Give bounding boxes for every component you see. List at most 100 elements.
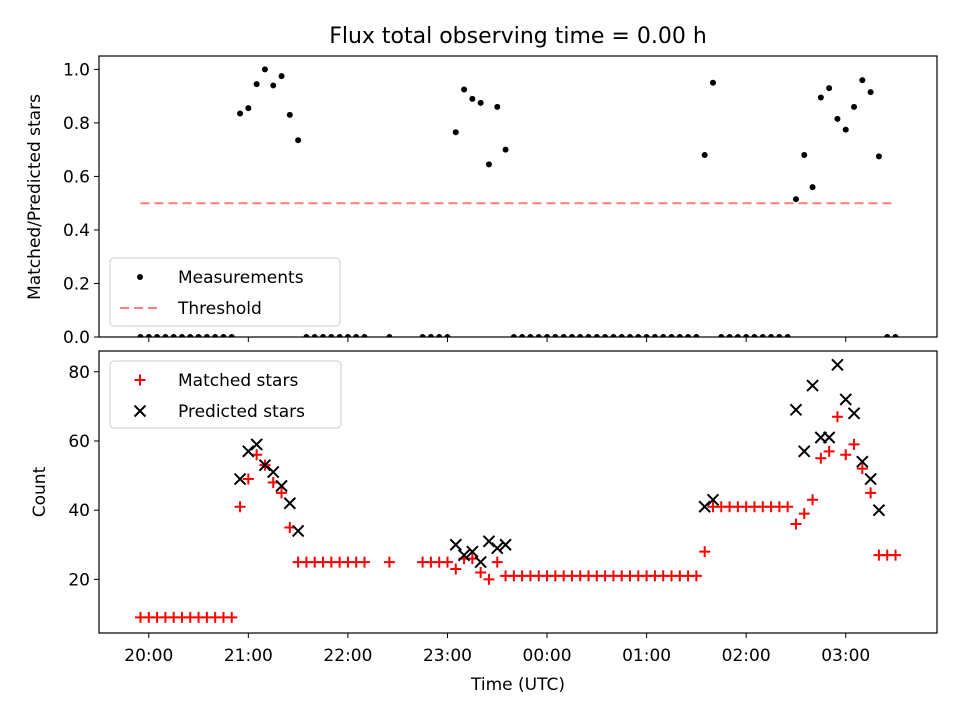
predicted-star-point — [822, 431, 836, 444]
measurement-point — [768, 334, 775, 337]
ratio-legend-box — [109, 257, 341, 327]
ratio-plot-frame — [98, 55, 938, 338]
matched-star-point — [475, 566, 487, 578]
measurement-point — [552, 334, 559, 337]
measurement-point — [187, 334, 194, 337]
matched-star-point — [276, 487, 288, 499]
measurement-point — [237, 110, 244, 117]
measurement-point — [154, 334, 161, 337]
count-panel: Count Time (UTC) — [30, 350, 938, 695]
measurement-point — [344, 334, 351, 337]
ratio-y-tick-label: 1.0 — [63, 60, 90, 80]
measurement-point — [510, 334, 517, 337]
count-legend-label: Matched stars — [178, 371, 298, 391]
measurement-point — [461, 86, 468, 93]
measurement-point — [809, 184, 816, 191]
measurement-point — [228, 334, 235, 337]
matched-star-point — [823, 445, 835, 457]
ratio-y-tick-label: 0.8 — [63, 114, 90, 134]
measurement-point — [502, 146, 509, 153]
measurement-point — [436, 334, 443, 337]
measurement-point — [162, 334, 169, 337]
measurement-point — [585, 334, 592, 337]
measurement-point — [867, 89, 874, 96]
matched-star-point — [226, 611, 238, 623]
measurement-point — [718, 334, 725, 337]
predicted-star-point — [275, 479, 288, 493]
matched-star-point — [234, 501, 246, 513]
predicted-star-point — [474, 555, 487, 569]
x-tick-label: 21:00 — [224, 646, 273, 666]
measurement-point — [875, 153, 882, 160]
measurement-point — [469, 95, 476, 102]
matched-star-point — [807, 494, 819, 506]
measurement-point — [145, 334, 152, 337]
matched-star-point — [815, 452, 827, 464]
count-y-tick-label: 20 — [68, 570, 90, 590]
count-y-tick-label: 40 — [68, 501, 90, 521]
measurement-point — [834, 115, 841, 122]
measurement-point — [444, 334, 451, 337]
predicted-star-point — [789, 403, 803, 417]
matched-star-point — [831, 411, 843, 423]
x-tick-label: 03:00 — [821, 646, 870, 666]
measurement-point — [295, 137, 302, 144]
predicted-star-point — [499, 538, 512, 551]
matched-star-point — [782, 501, 794, 513]
measurement-point — [660, 334, 667, 337]
measurement-point — [303, 334, 310, 337]
predicted-star-point — [798, 445, 811, 458]
measurement-point — [220, 334, 227, 337]
ratio-y-tick-label: 0.6 — [63, 167, 90, 187]
measurement-point — [618, 334, 625, 337]
count-legend-label: Predicted stars — [178, 402, 305, 422]
measurement-point — [203, 334, 210, 337]
ratio-y-axis-label: Matched/Predicted stars — [25, 94, 45, 300]
predicted-star-point — [856, 455, 869, 468]
measurement-point — [602, 334, 609, 337]
measurement-point — [610, 334, 617, 337]
predicted-star-point — [449, 538, 462, 551]
measurement-point — [577, 334, 584, 337]
measurement-point — [170, 334, 177, 337]
measurement-point — [361, 334, 368, 337]
measurement-point — [286, 111, 293, 118]
measurement-point — [353, 334, 360, 337]
count-y-tick-label: 60 — [68, 432, 90, 452]
x-tick-label: 20:00 — [124, 646, 173, 666]
predicted-star-point — [291, 524, 305, 538]
predicted-star-point — [706, 493, 720, 506]
measurement-point — [519, 334, 526, 337]
measurement-point — [859, 77, 866, 84]
matched-star-point — [383, 556, 395, 568]
matched-star-point — [848, 438, 860, 450]
measurement-point — [320, 334, 327, 337]
measurement-point — [784, 334, 791, 337]
measurement-point — [195, 334, 202, 337]
measurement-point — [826, 85, 833, 92]
measurement-point — [336, 334, 343, 337]
measurement-point — [701, 152, 708, 159]
matched-star-point — [865, 487, 877, 499]
matched-star-point — [359, 556, 371, 568]
measurement-point — [485, 161, 492, 168]
measurement-point — [261, 66, 268, 73]
measurement-point — [527, 334, 534, 337]
matched-star-point — [790, 518, 802, 530]
matched-star-point — [699, 546, 711, 558]
predicted-star-point — [847, 407, 861, 420]
predicted-star-point — [233, 472, 247, 486]
measurement-point — [627, 334, 634, 337]
measurement-point — [759, 334, 766, 337]
predicted-star-point — [806, 379, 819, 392]
count-legend-swatch — [133, 404, 147, 418]
predicted-star-point — [872, 503, 886, 517]
matched-star-point — [890, 549, 902, 561]
measurement-point — [245, 105, 252, 112]
measurement-point — [593, 334, 600, 337]
matched-star-point — [491, 556, 503, 568]
ratio-y-tick-label: 0.4 — [63, 221, 90, 241]
measurement-point — [452, 129, 459, 136]
matched-star-point — [450, 563, 462, 575]
